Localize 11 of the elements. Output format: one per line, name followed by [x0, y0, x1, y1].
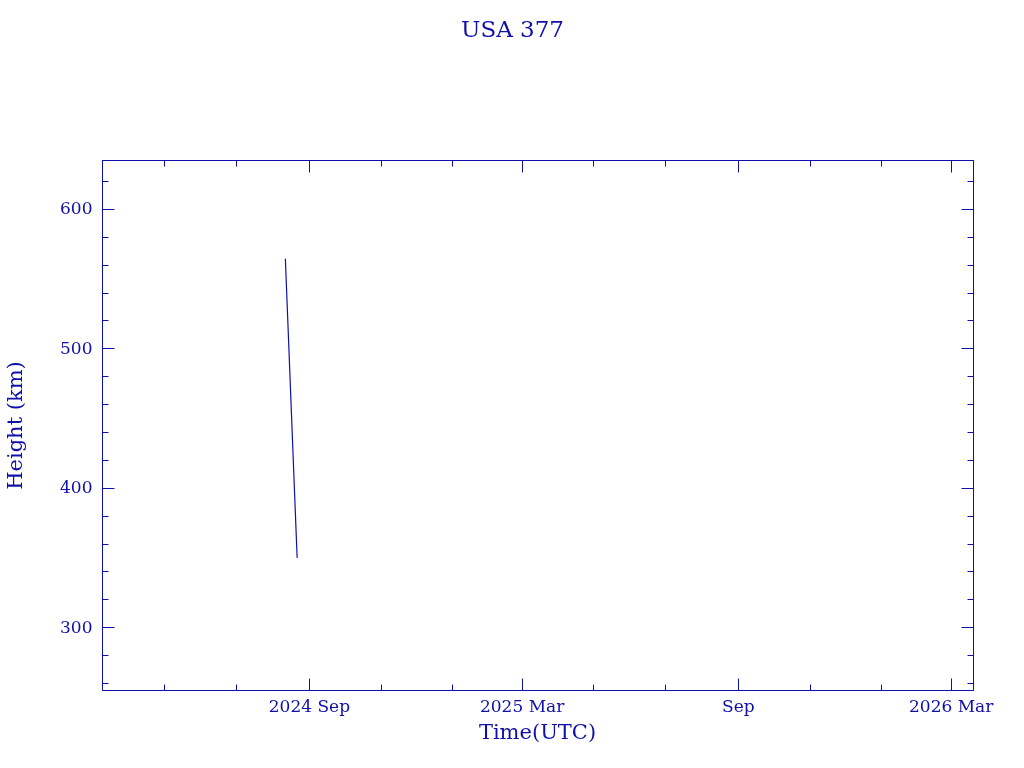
- x-axis-title: Time(UTC): [478, 719, 597, 744]
- x-tick-label: 2024 Sep: [268, 695, 351, 716]
- y-tick-label: 500: [60, 337, 93, 358]
- y-tick-label: 400: [60, 477, 93, 498]
- y-axis-title: Height (km): [2, 361, 27, 490]
- y-tick-label: 300: [60, 616, 93, 637]
- x-tick-label: 2026 Mar: [908, 695, 995, 716]
- x-tick-label: Sep: [722, 695, 755, 716]
- chart-title: USA 377: [461, 15, 564, 42]
- x-tick-label: 2025 Mar: [479, 695, 566, 716]
- y-tick-label: 600: [60, 198, 93, 219]
